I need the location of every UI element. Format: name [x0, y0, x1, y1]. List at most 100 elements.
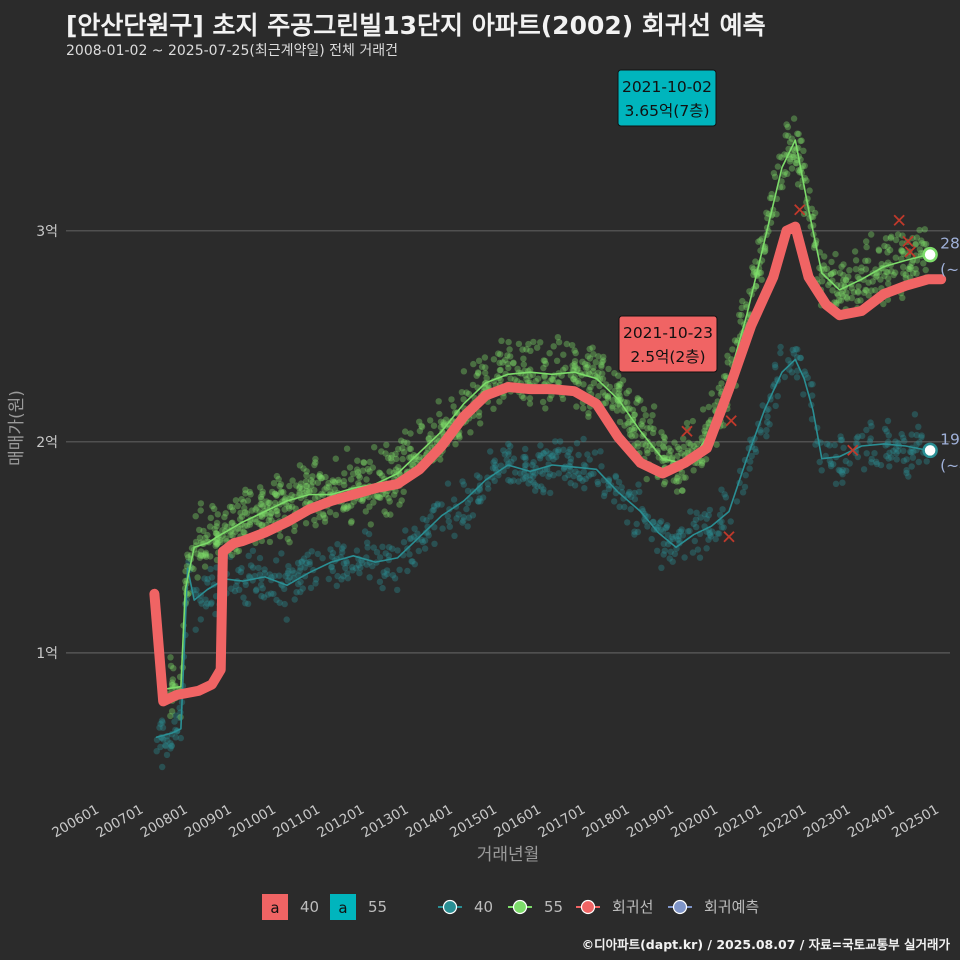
scatter-point: [627, 506, 634, 513]
scatter-point: [687, 508, 694, 515]
scatter-point: [658, 518, 665, 525]
scatter-point: [502, 356, 509, 364]
scatter-point: [499, 359, 506, 366]
scatter-point: [611, 498, 618, 505]
scatter-point: [167, 662, 175, 670]
scatter-point: [908, 259, 916, 267]
scatter-point: [572, 468, 579, 475]
scatter-point: [271, 490, 279, 497]
scatter-point: [209, 502, 216, 510]
scatter-point: [377, 494, 384, 501]
flagged-point-marker: [904, 246, 916, 258]
scatter-point: [327, 546, 334, 553]
scatter-point: [555, 379, 563, 386]
scatter-point: [475, 498, 482, 505]
scatter-point: [850, 289, 857, 296]
scatter-point: [328, 563, 335, 570]
scatter-point: [579, 358, 586, 365]
scatter-point: [767, 194, 774, 202]
scatter-point: [571, 347, 578, 354]
scatter-point: [484, 481, 492, 488]
scatter-point: [331, 486, 338, 493]
scatter-point: [571, 360, 578, 368]
scatter-point: [267, 510, 275, 517]
scatter-point: [678, 469, 686, 476]
scatter-point: [667, 548, 674, 555]
scatter-point: [501, 451, 508, 458]
scatter-point: [825, 281, 832, 289]
scatter-point: [553, 453, 560, 461]
scatter-point: [321, 514, 329, 522]
scatter-point: [436, 410, 443, 418]
scatter-point: [715, 384, 722, 392]
scatter-point: [750, 265, 757, 273]
scatter-point: [639, 440, 646, 448]
scatter-point: [384, 454, 392, 462]
scatter-point: [416, 453, 423, 461]
scatter-point: [192, 538, 200, 546]
scatter-point: [718, 380, 725, 387]
scatter-point: [855, 283, 862, 290]
scatter-point: [673, 478, 680, 485]
scatter-point: [306, 487, 313, 494]
scatter-point: [921, 241, 928, 248]
x-tick-label: 202001: [668, 802, 721, 842]
scatter-point: [839, 479, 846, 486]
scatter-point: [197, 500, 205, 507]
scatter-point: [289, 477, 296, 484]
scatter-point: [258, 513, 266, 520]
scatter-point: [409, 461, 417, 468]
scatter-point: [241, 529, 248, 536]
scatter-point: [777, 349, 784, 357]
scatter-point: [343, 570, 351, 577]
trend-line-회귀선: [149, 221, 947, 707]
scatter-point: [257, 581, 265, 589]
scatter-point: [427, 417, 434, 424]
scatter-point: [289, 567, 296, 574]
scatter-point: [530, 459, 537, 466]
scatter-point: [525, 480, 532, 487]
scatter-point: [203, 553, 210, 560]
scatter-point: [637, 397, 644, 404]
scatter-point: [527, 472, 534, 479]
scatter-point: [388, 457, 395, 465]
scatter-point: [550, 343, 557, 350]
scatter-point: [258, 495, 265, 503]
scatter-point: [559, 395, 567, 402]
scatter-point: [487, 448, 494, 455]
scatter-point: [640, 406, 648, 413]
y-tick-label: 3억: [36, 224, 58, 240]
scatter-point: [772, 402, 779, 410]
scatter-point: [569, 342, 576, 349]
scatter-point: [548, 453, 555, 460]
x-tick-label: 202201: [757, 802, 810, 842]
scatter-point: [699, 459, 706, 467]
scatter-point: [681, 554, 688, 561]
scatter-point: [798, 137, 805, 144]
scatter-point: [881, 272, 888, 280]
scatter-point: [312, 455, 319, 463]
scatter-point: [531, 481, 539, 488]
scatter-point: [523, 376, 530, 383]
scatter-point: [193, 586, 200, 594]
scatter-point: [362, 508, 369, 515]
scatter-point: [777, 343, 784, 351]
scatter-point: [385, 552, 393, 559]
y-axis-label: 매매가(원): [7, 390, 27, 466]
scatter-point: [196, 526, 203, 534]
scatter-point: [631, 531, 638, 538]
scatter-point: [547, 377, 554, 384]
scatter-point: [826, 457, 833, 464]
scatter-point: [311, 495, 319, 502]
scatter-point: [747, 436, 754, 443]
scatter-point: [286, 482, 293, 490]
scatter-point: [774, 163, 782, 170]
scatter-point: [618, 484, 625, 491]
scatter-point: [846, 267, 853, 274]
scatter-point: [229, 507, 237, 514]
scatter-point: [534, 483, 541, 490]
scatter-point: [868, 455, 875, 463]
scatter-point: [888, 454, 895, 461]
scatter-point: [363, 561, 370, 568]
scatter-point: [585, 410, 592, 417]
